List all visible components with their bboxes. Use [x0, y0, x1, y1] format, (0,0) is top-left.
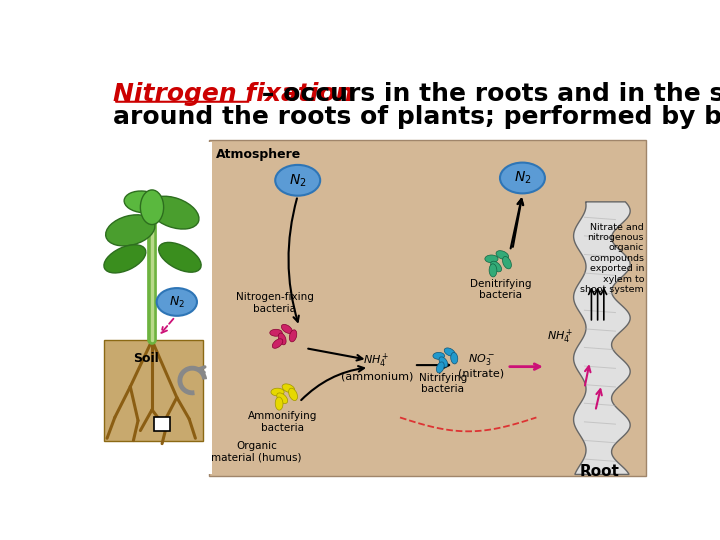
Text: – occurs in the roots and in the soil: – occurs in the roots and in the soil — [253, 82, 720, 106]
Text: Root: Root — [579, 464, 619, 478]
Text: $N_2$: $N_2$ — [513, 170, 531, 186]
Text: $NH_4^+$: $NH_4^+$ — [547, 328, 574, 347]
Ellipse shape — [282, 384, 294, 393]
Ellipse shape — [489, 264, 497, 277]
Bar — [104, 340, 203, 441]
Ellipse shape — [276, 393, 288, 403]
Ellipse shape — [451, 353, 458, 364]
Polygon shape — [574, 202, 630, 475]
Ellipse shape — [272, 339, 283, 348]
Ellipse shape — [140, 190, 163, 225]
Ellipse shape — [439, 357, 448, 367]
Ellipse shape — [275, 397, 283, 410]
Ellipse shape — [106, 215, 155, 246]
FancyBboxPatch shape — [154, 417, 170, 430]
Ellipse shape — [158, 242, 201, 272]
Ellipse shape — [496, 251, 508, 259]
Text: Nitrogen-fixing
bacteria: Nitrogen-fixing bacteria — [235, 292, 313, 314]
Text: Soil: Soil — [132, 352, 158, 365]
Text: Nitrate and
nitrogenous
organic
compounds
exported in
xylem to
shoot system: Nitrate and nitrogenous organic compound… — [580, 222, 644, 294]
Text: $N_2$: $N_2$ — [289, 172, 307, 188]
Ellipse shape — [485, 255, 498, 262]
Ellipse shape — [289, 330, 297, 342]
Text: Organic
material (humus): Organic material (humus) — [212, 441, 302, 462]
Ellipse shape — [490, 261, 502, 272]
Text: $N_2$: $N_2$ — [168, 294, 185, 309]
Ellipse shape — [503, 256, 511, 269]
Ellipse shape — [148, 196, 199, 229]
Ellipse shape — [279, 333, 286, 345]
Ellipse shape — [275, 165, 320, 195]
Text: Denitrifying
bacteria: Denitrifying bacteria — [470, 279, 531, 300]
Text: around the roots of plants; performed by bacteria: around the roots of plants; performed by… — [113, 105, 720, 129]
FancyBboxPatch shape — [209, 140, 646, 476]
Ellipse shape — [289, 388, 297, 401]
Text: $NH_4^+$
(ammonium): $NH_4^+$ (ammonium) — [341, 352, 413, 382]
Ellipse shape — [433, 353, 444, 359]
Bar — [90, 142, 212, 475]
Ellipse shape — [444, 348, 455, 356]
Ellipse shape — [124, 191, 161, 213]
Ellipse shape — [270, 329, 282, 336]
Ellipse shape — [436, 362, 444, 373]
Ellipse shape — [282, 325, 292, 333]
Ellipse shape — [500, 163, 545, 193]
Text: Nitrifying
bacteria: Nitrifying bacteria — [418, 373, 467, 394]
Ellipse shape — [104, 245, 146, 273]
Text: Nitrogen fixation: Nitrogen fixation — [113, 82, 354, 106]
Text: Ammonifying
bacteria: Ammonifying bacteria — [248, 411, 317, 433]
Ellipse shape — [271, 388, 284, 396]
Ellipse shape — [157, 288, 197, 316]
Text: Atmosphere: Atmosphere — [215, 148, 301, 161]
Text: $NO_3^-$
(nitrate): $NO_3^-$ (nitrate) — [459, 352, 505, 379]
